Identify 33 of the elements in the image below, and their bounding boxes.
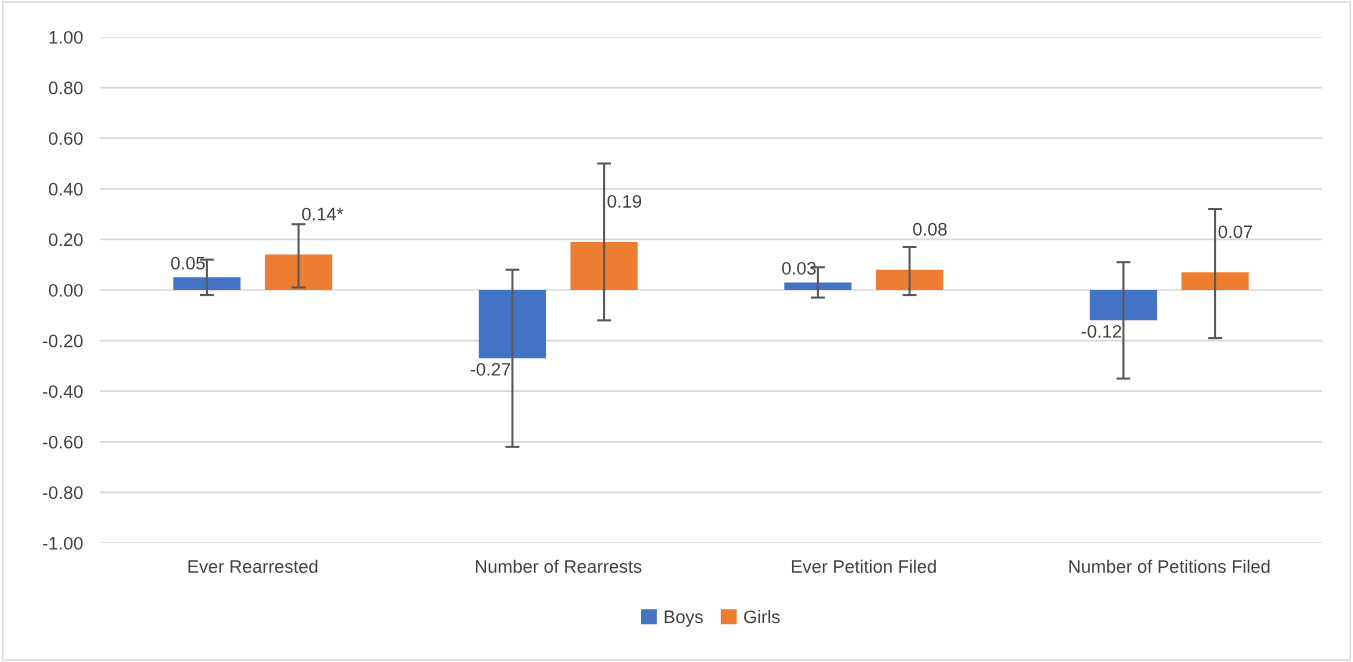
y-tick-label: -1.00 — [42, 536, 83, 550]
data-label: 0.07 — [1218, 225, 1253, 239]
x-tick-label: Ever Petition Filed — [791, 559, 936, 573]
bar — [173, 277, 241, 290]
y-tick-label: 0.40 — [48, 182, 83, 196]
y-tick-label: 0.20 — [48, 233, 83, 247]
y-tick-label: 0.80 — [48, 81, 83, 95]
x-tick-label: Ever Rearrested — [188, 559, 318, 573]
x-tick-label: Number of Rearrests — [475, 559, 642, 573]
bar — [784, 282, 852, 290]
data-label: 0.08 — [913, 222, 947, 236]
y-tick-label: 0.60 — [48, 132, 83, 145]
y-tick-label: -0.40 — [42, 385, 83, 398]
bar — [875, 269, 944, 290]
x-tick-label: Number of Petitions Filed — [1069, 559, 1270, 573]
bar — [570, 241, 638, 290]
data-label: -0.12 — [1081, 325, 1122, 338]
data-label: 0.19 — [607, 195, 642, 208]
y-tick-label: 1.00 — [49, 30, 83, 44]
data-label: 0.14* — [302, 207, 344, 221]
data-label: 0.03 — [782, 261, 816, 275]
legend-label: Girls — [744, 609, 780, 624]
data-label: -0.27 — [470, 362, 511, 376]
y-tick-label: -0.60 — [42, 435, 83, 449]
y-tick-label: -0.80 — [42, 486, 83, 500]
y-tick-label: -0.20 — [42, 334, 83, 348]
bar — [264, 254, 333, 290]
y-tick-label: 0.00 — [48, 283, 83, 297]
data-label: 0.05 — [171, 256, 205, 270]
bar — [1181, 272, 1249, 290]
bar — [478, 290, 547, 359]
bar — [1089, 290, 1158, 321]
legend-label: Boys — [664, 610, 703, 627]
